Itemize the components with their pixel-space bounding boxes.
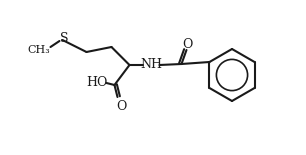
Text: CH₃: CH₃ bbox=[27, 45, 50, 55]
Text: NH: NH bbox=[140, 58, 162, 71]
Text: O: O bbox=[182, 38, 193, 51]
Text: O: O bbox=[116, 100, 127, 113]
Text: S: S bbox=[60, 31, 69, 44]
Text: HO: HO bbox=[86, 77, 107, 89]
